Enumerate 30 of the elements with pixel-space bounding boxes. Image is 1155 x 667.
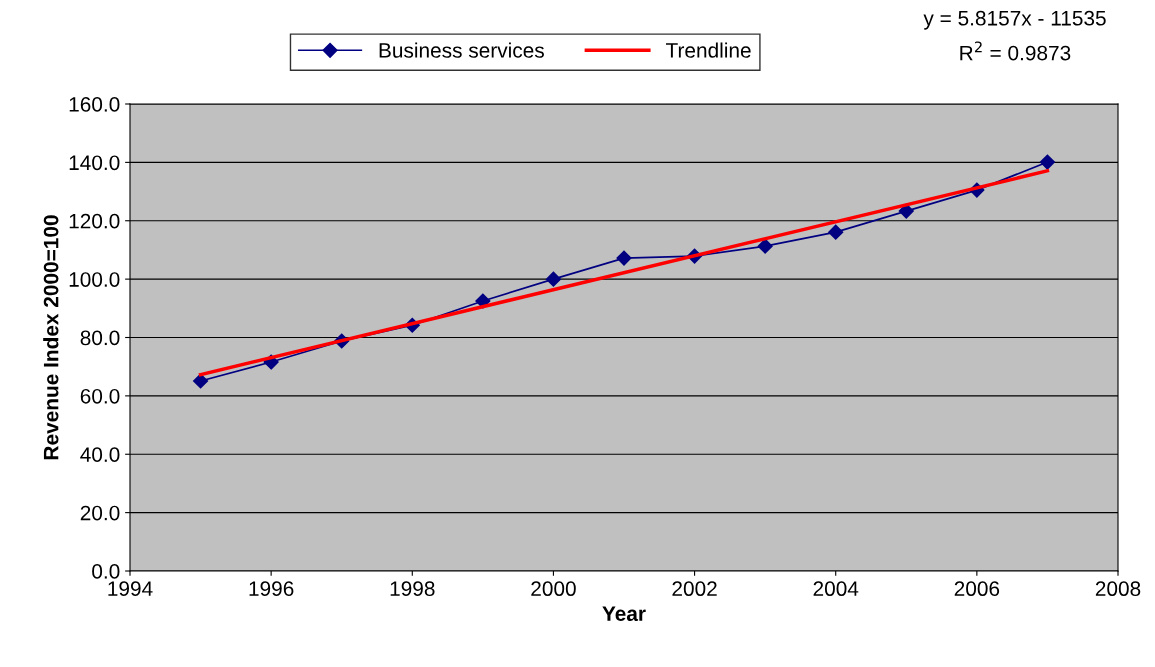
x-tick-label: 2008: [1095, 581, 1141, 597]
y-tick-label: 60.0: [80, 388, 120, 404]
text: y = 5.8157x - 11535: [923, 10, 1106, 30]
y-tick-label: 80.0: [80, 330, 120, 346]
x-tick-label: 1998: [390, 581, 435, 597]
x-tick-label: 2004: [813, 581, 859, 597]
x-tick-label: 2000: [531, 581, 576, 597]
point: [193, 373, 209, 389]
point: [757, 238, 773, 254]
x-tick-label: 1996: [249, 581, 294, 597]
text: R$^{2}$ = 0.9873: [960, 41, 1071, 61]
y-tick-label: 100.0: [69, 272, 120, 287]
x-tick-label: 2002: [672, 581, 717, 597]
y-tick-label: 0.0: [92, 564, 120, 579]
legend-label: Trendline: [666, 42, 751, 58]
y-tick-label: 40.0: [80, 447, 120, 462]
y-tick-label: 120.0: [69, 213, 120, 229]
point: [1039, 154, 1055, 170]
point: [545, 271, 561, 287]
point: [616, 250, 632, 266]
x-axis-title: Year: [602, 606, 646, 621]
y-tick-label: 140.0: [69, 155, 120, 171]
y-tick-label: 20.0: [80, 505, 120, 521]
legend-label: Business services: [379, 42, 544, 58]
y-axis-title: Revenue Index 2000=100: [43, 215, 59, 460]
point: [828, 224, 844, 240]
point: [898, 203, 914, 219]
y-tick-label: 160.0: [69, 97, 120, 112]
x-tick-label: 1994: [108, 581, 153, 597]
x-tick-label: 2006: [954, 581, 1000, 597]
